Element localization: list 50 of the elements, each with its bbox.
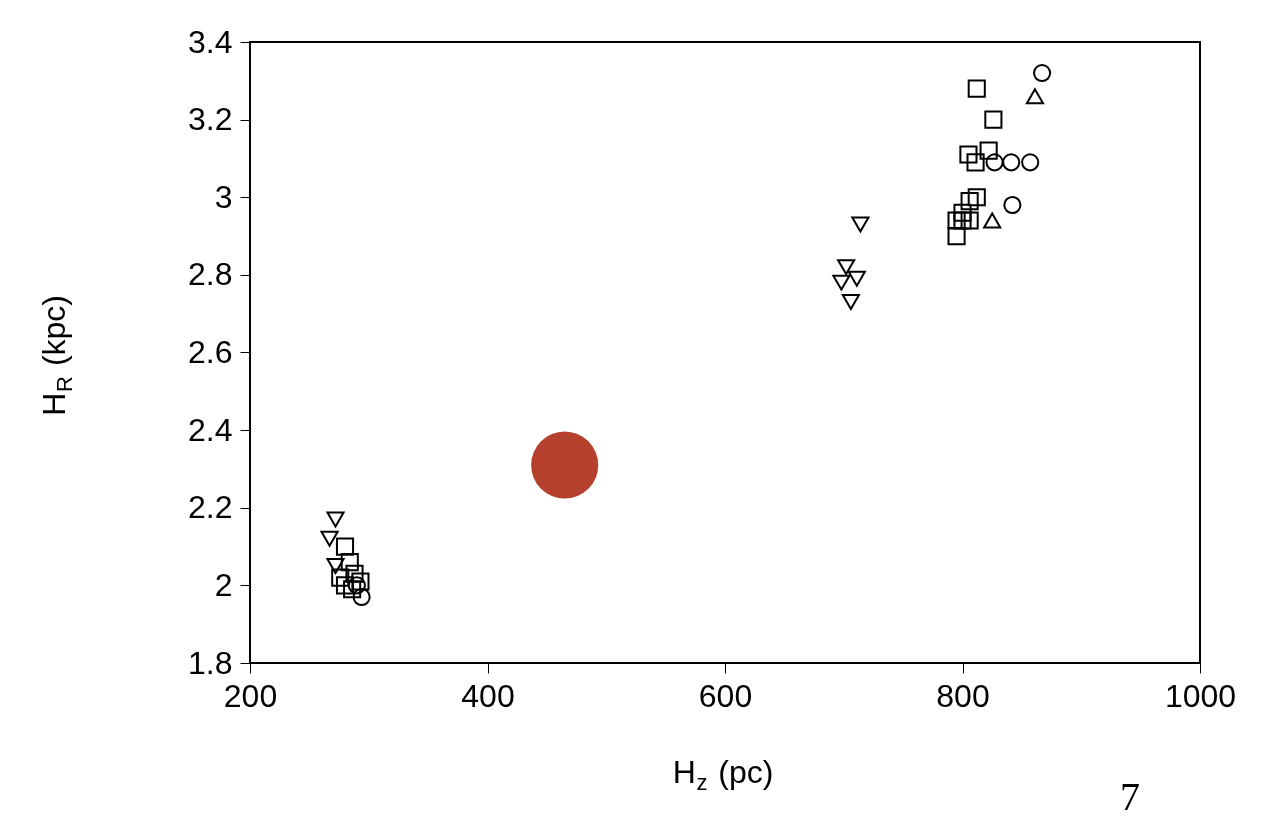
point bbox=[953, 211, 972, 230]
point bbox=[320, 530, 339, 547]
y-tick-label: 2.6 bbox=[188, 334, 233, 370]
y-tick-label: 3.4 bbox=[188, 23, 233, 60]
point bbox=[841, 294, 860, 311]
point bbox=[1025, 88, 1044, 105]
x-tick-label: 600 bbox=[698, 677, 753, 714]
point bbox=[984, 110, 1003, 129]
y-tick-label: 2.4 bbox=[188, 411, 233, 448]
point bbox=[335, 576, 355, 595]
point bbox=[960, 192, 979, 211]
y-tick-label: 2 bbox=[214, 566, 233, 603]
point bbox=[979, 141, 998, 160]
y-axis-title: HR (kpc) bbox=[36, 295, 77, 416]
point bbox=[966, 153, 985, 172]
point bbox=[837, 259, 856, 276]
text: 7 bbox=[1120, 774, 1140, 817]
y-tick-label: 3.2 bbox=[188, 101, 233, 138]
x-tick-label: 800 bbox=[936, 677, 990, 714]
y-tick-label: 2.8 bbox=[188, 256, 233, 293]
x-tick-label: 1000 bbox=[1164, 677, 1237, 714]
point bbox=[326, 511, 345, 528]
point bbox=[1033, 64, 1052, 83]
point bbox=[967, 79, 986, 98]
point bbox=[351, 572, 370, 591]
point bbox=[851, 216, 870, 233]
point bbox=[953, 203, 972, 222]
x-tick-label: 400 bbox=[461, 677, 515, 714]
point bbox=[967, 188, 986, 207]
point bbox=[1002, 153, 1021, 172]
point bbox=[335, 537, 355, 556]
point bbox=[352, 587, 371, 607]
point bbox=[947, 211, 966, 230]
point bbox=[347, 576, 366, 595]
point bbox=[947, 227, 966, 246]
point bbox=[1021, 153, 1040, 172]
y-tick-label: 2.2 bbox=[188, 489, 233, 526]
point bbox=[345, 564, 364, 583]
point bbox=[340, 553, 359, 572]
y-tick-label: 3 bbox=[214, 178, 233, 215]
point bbox=[985, 153, 1004, 172]
point bbox=[960, 211, 979, 230]
point bbox=[331, 568, 350, 587]
point bbox=[983, 212, 1002, 229]
point bbox=[343, 580, 362, 599]
point bbox=[326, 557, 345, 574]
point bbox=[832, 274, 851, 291]
point bbox=[959, 145, 978, 164]
point bbox=[1003, 195, 1022, 215]
point bbox=[847, 270, 866, 287]
